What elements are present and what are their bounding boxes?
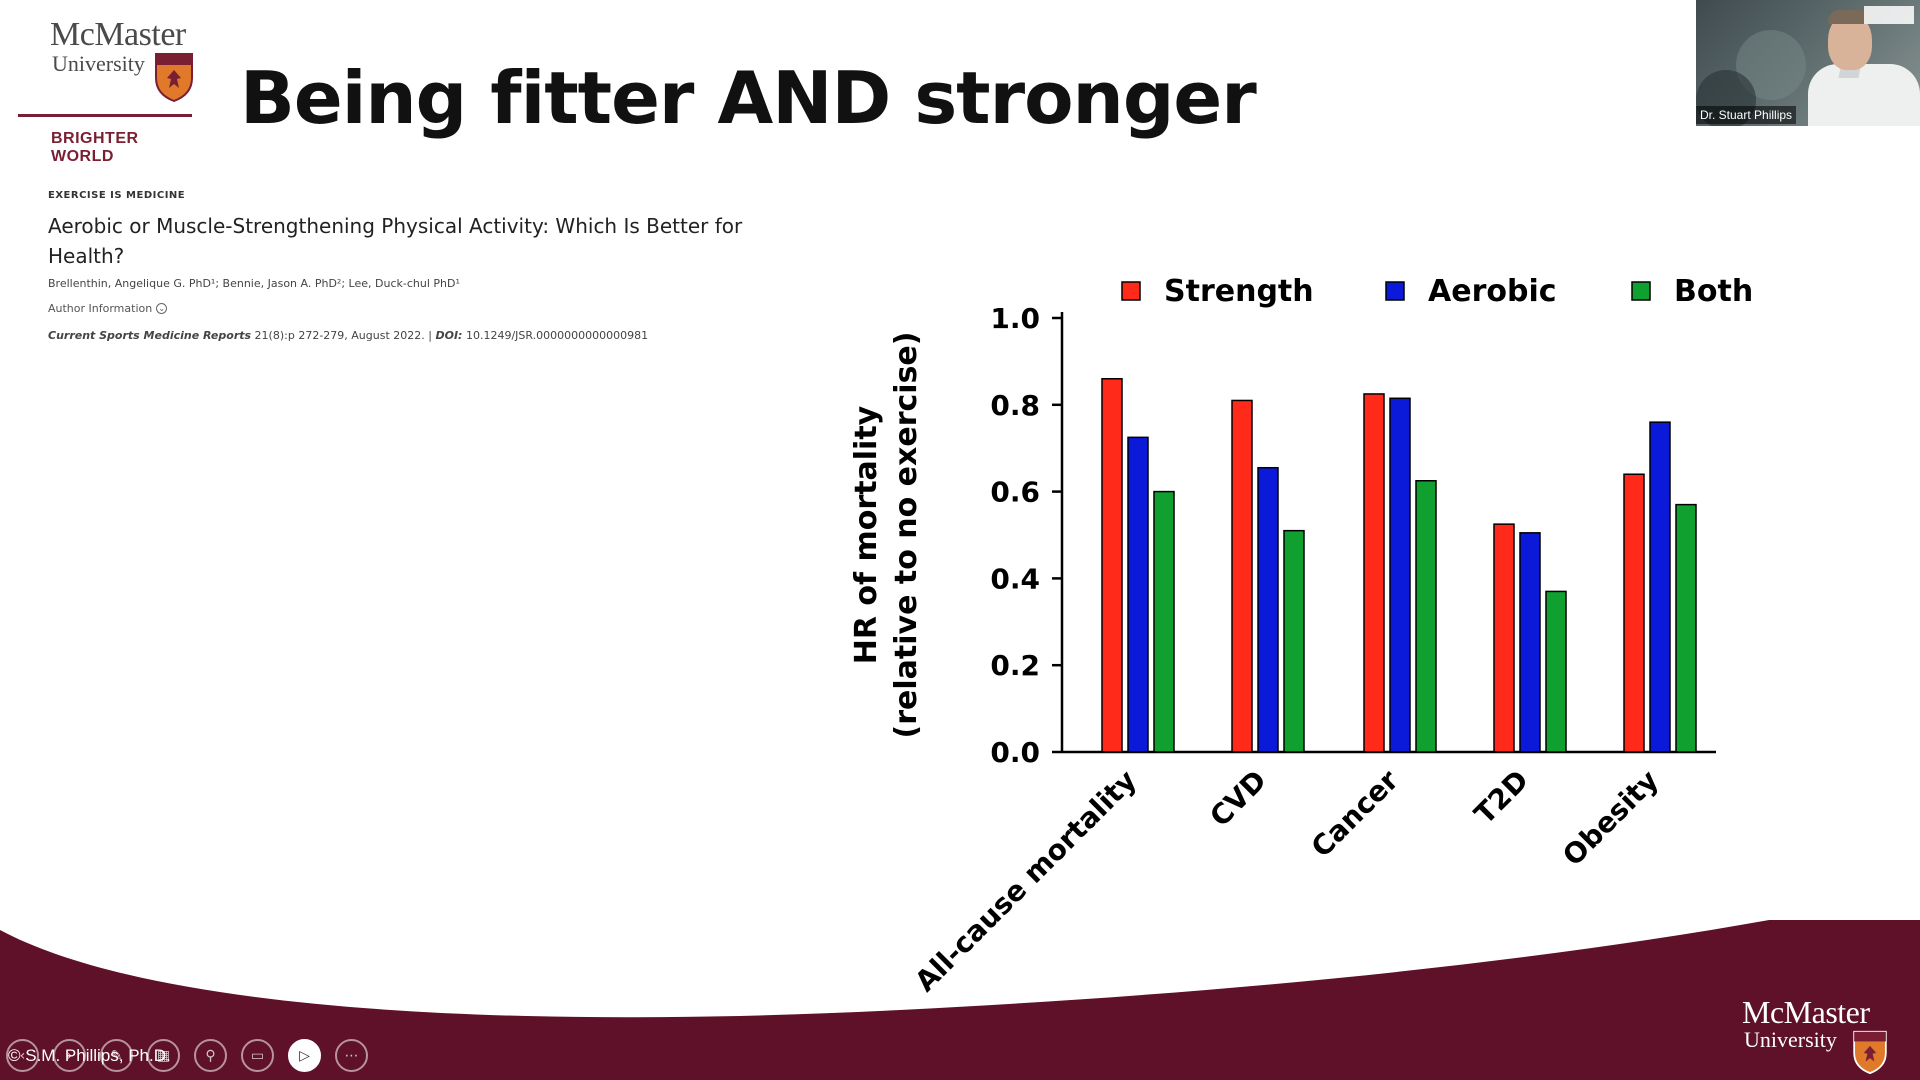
legend-label-aerobic: Aerobic: [1428, 274, 1557, 309]
doi-label: DOI:: [435, 329, 463, 342]
camera-icon[interactable]: ▷: [288, 1039, 321, 1072]
x-category-label: Obesity: [1556, 764, 1665, 873]
footer-logo-line1: McMaster: [1742, 994, 1870, 1030]
shield-icon: [1853, 1030, 1887, 1074]
bar-strength: [1101, 378, 1123, 753]
x-category-label: CVD: [1203, 764, 1273, 834]
article-authors: Brellenthin, Angelique G. PhD¹; Bennie, …: [48, 277, 460, 290]
y-tick-label: 0.0: [990, 736, 1040, 769]
bar-strength: [1363, 393, 1385, 753]
bar-aerobic: [1519, 532, 1541, 753]
bar-both: [1675, 503, 1697, 753]
y-tick-label: 0.6: [990, 476, 1040, 509]
more-icon[interactable]: ⋯: [335, 1039, 368, 1072]
subtitles-icon[interactable]: ▭: [241, 1039, 274, 1072]
shield-icon: [155, 53, 193, 102]
zoom-icon[interactable]: ⚲: [194, 1039, 227, 1072]
y-tick-label: 0.2: [990, 649, 1040, 682]
presentation-toolbar: ‹ › ✎ ▦ ⚲ ▭ ▷ ⋯: [6, 1039, 368, 1072]
y-axis-label-line2: (relative to no exercise): [889, 332, 924, 739]
article-journal: Current Sports Medicine Reports 21(8):p …: [48, 329, 828, 342]
hr-mortality-bar-chart: 0.0 0.2 0.4 0.6 0.8 1.0 HR of mortality (relati…: [849, 274, 1753, 998]
legend-label-strength: Strength: [1164, 274, 1314, 309]
article-category: EXERCISE IS MEDICINE: [48, 190, 186, 201]
mcmaster-logo: McMaster University BRIGHTER WORLD: [18, 14, 200, 165]
logo-tagline: BRIGHTER WORLD: [51, 130, 139, 165]
author-information: Author Information ⌄: [48, 302, 828, 315]
journal-name: Current Sports Medicine Reports: [48, 329, 252, 342]
doi-value: 10.1249/JSR.0000000000000981: [462, 329, 649, 342]
bar-both: [1283, 529, 1305, 753]
speaker-body: [1808, 64, 1920, 126]
bar-both: [1415, 480, 1437, 753]
next-icon[interactable]: ›: [53, 1039, 86, 1072]
x-category-label: T2D: [1468, 764, 1535, 831]
logo-line1: McMaster: [50, 16, 186, 53]
y-tick-label: 0.4: [990, 562, 1040, 595]
legend-swatch-strength: [1121, 281, 1141, 301]
bar-strength: [1231, 399, 1253, 753]
speaker-video: Dr. Stuart Phillips: [1696, 0, 1920, 126]
bar-strength: [1493, 523, 1515, 753]
x-category-label: Cancer: [1305, 763, 1405, 863]
speaker-name: Dr. Stuart Phillips: [1696, 106, 1797, 124]
logo-divider: [18, 114, 192, 117]
article-citation: EXERCISE IS MEDICINE Aerobic or Muscle-S…: [48, 190, 828, 342]
legend-swatch-aerobic: [1385, 281, 1405, 301]
y-axis-label-line1: HR of mortality: [849, 405, 884, 664]
bar-both: [1153, 490, 1175, 753]
article-title: Aerobic or Muscle-Strengthening Physical…: [48, 214, 743, 268]
bar-aerobic: [1649, 421, 1671, 753]
grid-icon[interactable]: ▦: [147, 1039, 180, 1072]
legend-label-both: Both: [1674, 274, 1753, 309]
y-tick-label: 0.8: [990, 389, 1040, 422]
footer-band: [0, 920, 1920, 1080]
webcam-logo: [1864, 6, 1914, 24]
prev-icon[interactable]: ‹: [6, 1039, 39, 1072]
bar-strength: [1623, 473, 1645, 753]
author-information-label: Author Information: [48, 302, 153, 315]
bar-both: [1545, 590, 1567, 753]
y-tick-label: 1.0: [990, 302, 1040, 335]
logo-wordmark: McMaster University: [50, 18, 186, 76]
legend-swatch-both: [1631, 281, 1651, 301]
copyright: © S.M. Phillips, Ph.D.: [8, 1046, 171, 1065]
slide-title: Being fitter AND stronger: [240, 56, 1257, 140]
footer-logo: McMaster University: [1742, 996, 1870, 1052]
logo-line2: University: [52, 51, 145, 76]
pen-icon[interactable]: ✎: [100, 1039, 133, 1072]
bar-aerobic: [1389, 397, 1411, 753]
bar-aerobic: [1127, 436, 1149, 753]
chevron-down-icon: ⌄: [156, 303, 168, 314]
journal-details: 21(8):p 272-279, August 2022. |: [251, 329, 436, 342]
bar-aerobic: [1257, 466, 1279, 753]
footer-logo-line2: University: [1744, 1027, 1837, 1052]
